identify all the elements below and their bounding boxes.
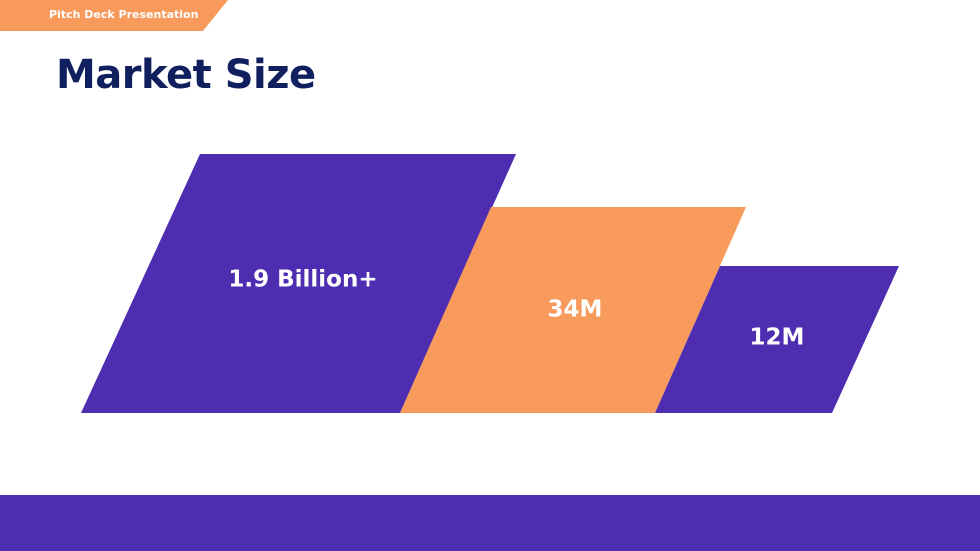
segment-tam-label: 1.9 Billion+ [228, 267, 377, 293]
segment-sam-label: 34M [548, 297, 603, 323]
presentation-tag-label: Pitch Deck Presentation [49, 8, 199, 21]
segment-tam-shape [81, 154, 516, 413]
presentation-tag [0, 0, 228, 31]
page-title: Market Size [56, 52, 316, 98]
segment-som-label: 12M [750, 325, 805, 351]
segment-som-shape [655, 266, 899, 413]
segment-sam-shape [400, 207, 746, 413]
footer-band [0, 495, 980, 551]
